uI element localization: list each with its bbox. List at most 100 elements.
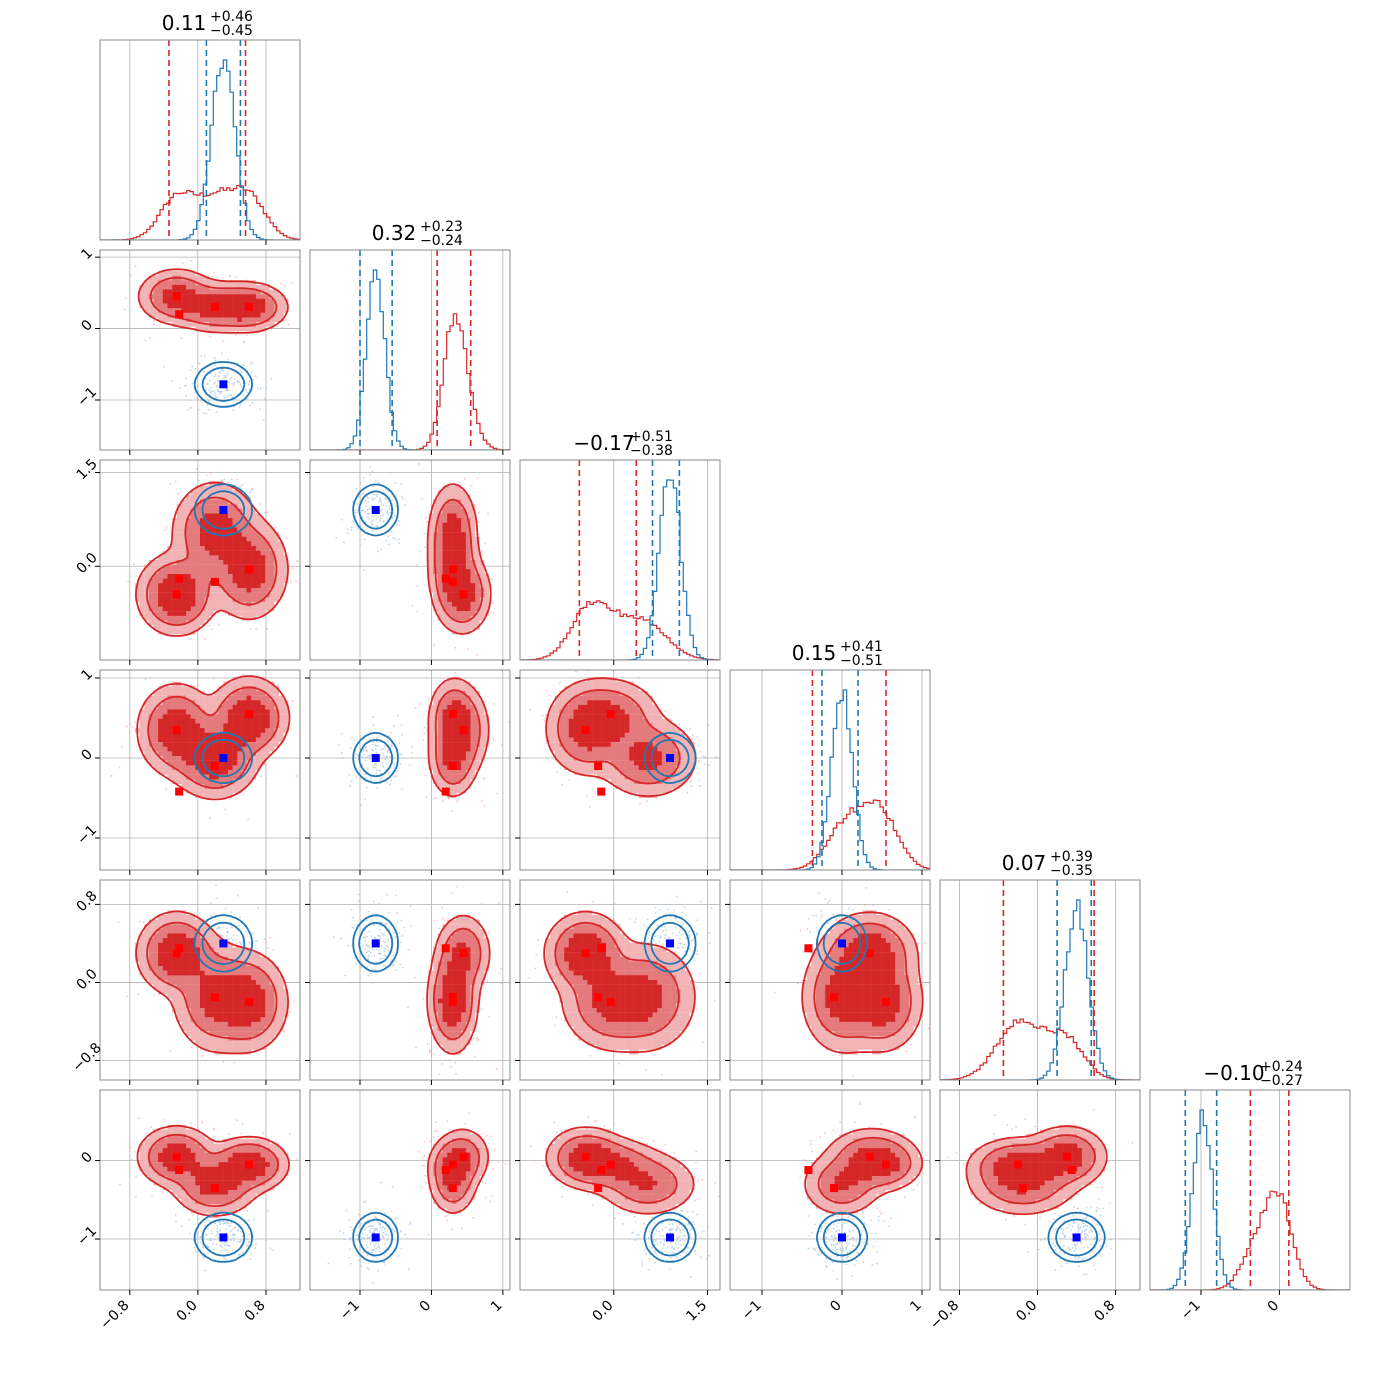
marker-red [581, 949, 590, 958]
sample-point [357, 528, 359, 530]
sample-point [355, 776, 358, 778]
sample-point [224, 907, 227, 910]
sample-point [240, 385, 243, 388]
sample-point [916, 1184, 919, 1187]
sample-point [216, 1233, 219, 1236]
sample-point [690, 785, 693, 788]
sample-point [369, 776, 372, 779]
sample-point [553, 1121, 556, 1124]
sample-point [391, 1186, 394, 1188]
sample-point [394, 482, 397, 485]
sample-point [223, 1244, 226, 1247]
sample-point [380, 748, 383, 751]
sample-point [237, 392, 240, 395]
sample-point [118, 766, 121, 769]
sample-point [683, 906, 686, 908]
sample-point [373, 497, 376, 499]
sample-point [888, 909, 890, 912]
sample-point [676, 1226, 678, 1229]
sample-point [872, 1245, 875, 1248]
sample-point [350, 526, 353, 529]
sample-point [876, 1207, 879, 1210]
sample-point [385, 498, 387, 500]
sample-point [245, 391, 248, 394]
sample-point [219, 934, 222, 936]
sample-point [663, 1237, 666, 1240]
title-plus: +0.46 [210, 9, 253, 25]
sample-point [955, 1151, 958, 1154]
sample-point [365, 1244, 368, 1247]
sample-point [862, 1261, 865, 1263]
sample-point [425, 796, 428, 799]
sample-point [843, 1221, 846, 1224]
sample-point [446, 1219, 448, 1222]
sample-point [348, 1218, 351, 1221]
sample-point [837, 1222, 840, 1225]
sample-point [487, 931, 490, 934]
sample-point [226, 1221, 228, 1224]
contour-line-blue [193, 483, 253, 537]
panel-frame [99, 669, 301, 871]
sample-point [707, 1226, 709, 1228]
sample-point [370, 496, 373, 499]
contour-line-blue [193, 361, 253, 408]
panel-frame [309, 669, 511, 871]
sample-point [860, 1234, 863, 1237]
marker-red [175, 1166, 184, 1174]
sample-point [191, 382, 194, 385]
marker-red [175, 310, 184, 319]
sample-point [265, 386, 268, 389]
sample-point [377, 952, 380, 955]
sample-point [825, 1241, 828, 1243]
sample-point [356, 1238, 359, 1241]
sample-point [390, 744, 393, 747]
sample-point [188, 1218, 191, 1221]
sample-point [372, 948, 374, 951]
sample-point [382, 934, 385, 937]
sample-point [678, 931, 681, 934]
sample-point [220, 1249, 223, 1252]
sample-point [663, 1239, 666, 1242]
sample-point [909, 1043, 912, 1046]
marker-red [448, 710, 457, 718]
sample-point [304, 1133, 306, 1135]
sample-point [216, 396, 218, 399]
sample-point [233, 1237, 235, 1240]
sample-point [216, 379, 219, 382]
sample-point [658, 937, 661, 940]
sample-point [386, 893, 389, 896]
sample-point [209, 472, 212, 475]
sample-point [221, 340, 224, 342]
contour-line-red [426, 1128, 490, 1214]
y-tick-label: 0.0 [74, 966, 101, 993]
sample-point [341, 733, 343, 735]
sample-point [708, 931, 711, 934]
sample-point [575, 670, 577, 673]
sample-point [603, 1125, 606, 1128]
sample-point [402, 966, 405, 969]
sample-point [374, 1243, 377, 1245]
sample-point [400, 1247, 402, 1250]
sample-point [411, 751, 413, 754]
sample-point [545, 689, 548, 692]
sample-point [195, 1250, 198, 1253]
contour-line-blue [358, 921, 394, 965]
sample-point [131, 1158, 133, 1161]
panel-frame [309, 1089, 511, 1291]
sample-point [433, 644, 436, 647]
sample-point [675, 1242, 677, 1245]
contour-line-red [135, 481, 289, 637]
sample-point [257, 907, 260, 910]
sample-point [349, 747, 352, 749]
sample-point [193, 1246, 196, 1249]
sample-point [689, 1276, 692, 1278]
sample-point [379, 1181, 382, 1184]
sample-point [423, 732, 426, 735]
sample-point [390, 530, 393, 533]
y-tick-label: 1 [78, 666, 96, 684]
sample-point [238, 380, 241, 383]
marker-red [210, 577, 219, 586]
sample-point [382, 755, 385, 757]
sample-point [339, 937, 342, 940]
sample-point [376, 1228, 379, 1231]
